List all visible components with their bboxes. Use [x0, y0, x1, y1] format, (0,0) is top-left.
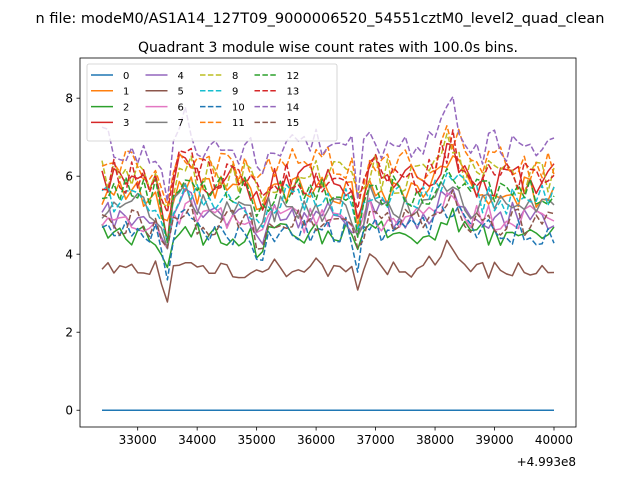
legend-label-15: 15 [287, 118, 300, 129]
legend-label-14: 14 [287, 102, 300, 113]
y-tick-label-0: 0 [65, 404, 73, 418]
y-tick-label-4: 4 [65, 248, 73, 262]
legend-label-5: 5 [178, 87, 184, 98]
x-tick-label-39000: 39000 [475, 433, 513, 447]
series-line-12 [101, 167, 555, 244]
x-tick-label-35000: 35000 [238, 433, 276, 447]
series-line-7 [101, 181, 555, 250]
series-line-9 [101, 172, 555, 243]
x-offset-label: +4.993e8 [517, 455, 576, 469]
x-tick-label-34000: 34000 [178, 433, 216, 447]
x-tick-label-40000: 40000 [535, 433, 573, 447]
y-tick-label-8: 8 [65, 92, 73, 106]
legend-label-9: 9 [232, 87, 238, 98]
legend-label-7: 7 [178, 118, 184, 129]
legend-label-0: 0 [123, 71, 129, 82]
legend-label-1: 1 [123, 87, 129, 98]
chart-title: Quadrant 3 module wise count rates with … [138, 40, 518, 56]
x-tick-label-37000: 37000 [356, 433, 394, 447]
suptitle: n file: modeM0/AS1A14_127T09_9000006520_… [36, 11, 605, 27]
series-line-13 [101, 129, 555, 214]
legend-label-11: 11 [232, 118, 245, 129]
y-tick-label-6: 6 [65, 170, 73, 184]
series-line-10 [101, 203, 555, 281]
legend-label-12: 12 [287, 71, 300, 82]
axes-frame [79, 57, 577, 428]
series-line-2 [101, 207, 555, 269]
series-line-6 [101, 191, 555, 250]
legend-label-4: 4 [178, 71, 184, 82]
x-tick-label-33000: 33000 [119, 433, 157, 447]
series-line-5 [101, 239, 555, 303]
legend-label-2: 2 [123, 102, 129, 113]
series-line-15 [101, 189, 555, 250]
series-group [101, 95, 555, 411]
legend-label-10: 10 [232, 102, 245, 113]
legend-label-8: 8 [232, 71, 238, 82]
y-tick-label-2: 2 [65, 326, 73, 340]
series-line-3 [101, 142, 555, 243]
legend-label-13: 13 [287, 87, 300, 98]
x-tick-label-38000: 38000 [416, 433, 454, 447]
x-tick-label-36000: 36000 [297, 433, 335, 447]
legend-label-6: 6 [178, 102, 184, 113]
legend-label-3: 3 [123, 118, 129, 129]
axes: 33000 34000 35000 36000 37000 38000 39000 40000… [65, 57, 577, 447]
series-line-8 [101, 133, 555, 209]
